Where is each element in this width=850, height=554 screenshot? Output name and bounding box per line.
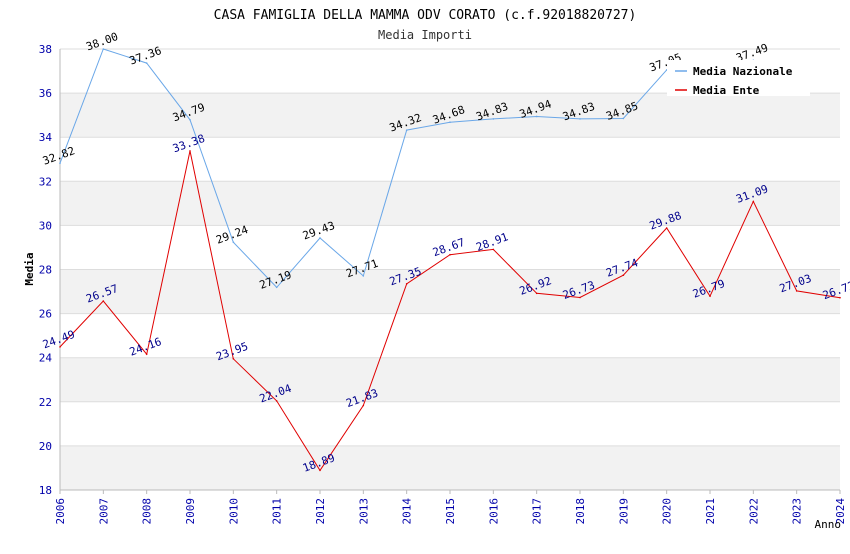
x-tick-label: 2014 [401, 498, 414, 525]
x-tick-label: 2015 [444, 498, 457, 525]
y-tick-label: 18 [39, 484, 52, 497]
data-point [145, 353, 148, 355]
x-tick-label: 2020 [661, 498, 674, 525]
data-point [102, 48, 105, 50]
data-point [579, 296, 581, 299]
plot-band [60, 269, 840, 314]
data-point [319, 237, 321, 239]
data-point [102, 300, 105, 302]
data-label: 38.00 [84, 30, 120, 54]
data-label: 24.49 [41, 328, 77, 352]
data-point [362, 404, 365, 407]
data-label: 28.91 [474, 230, 510, 254]
y-tick-label: 20 [39, 440, 52, 453]
plot-band [60, 445, 840, 490]
x-tick-label: 2013 [357, 498, 370, 525]
chart-subtitle: Media Importi [378, 28, 472, 42]
data-point [362, 275, 365, 277]
data-point [319, 469, 321, 472]
data-point [405, 283, 408, 285]
data-label: 29.24 [214, 223, 250, 247]
plot-band [60, 357, 840, 402]
y-tick-label: 34 [39, 131, 53, 144]
legend-entry: Media Nazionale [693, 65, 793, 78]
plot-band [60, 181, 840, 226]
x-tick-label: 2011 [271, 498, 284, 525]
legend-box [667, 60, 810, 96]
data-point [709, 295, 711, 297]
x-tick-label: 2023 [791, 498, 804, 525]
data-point [492, 248, 495, 251]
data-point [449, 121, 451, 124]
y-tick-label: 36 [39, 87, 52, 100]
data-point [59, 346, 61, 348]
x-tick-label: 2008 [141, 498, 154, 525]
y-tick-label: 30 [39, 219, 52, 232]
x-axis-title: Anno [815, 518, 842, 531]
y-tick-label: 24 [39, 352, 53, 365]
data-point [492, 118, 495, 120]
x-tick-label: 2018 [574, 498, 587, 525]
x-tick-label: 2017 [531, 498, 544, 525]
data-point [535, 292, 538, 295]
x-tick-label: 2022 [747, 498, 760, 525]
y-tick-label: 28 [39, 264, 52, 277]
data-point [622, 117, 625, 120]
x-tick-label: 2024 [834, 498, 847, 525]
data-label: 32.82 [41, 144, 77, 168]
data-point [449, 253, 451, 256]
data-label: 24.16 [128, 335, 164, 359]
x-tick-label: 2010 [227, 498, 240, 525]
data-point [189, 118, 191, 121]
x-tick-label: 2019 [617, 498, 630, 525]
gridlines [60, 48, 840, 491]
y-axis-title: Media [23, 252, 36, 285]
data-point [59, 162, 61, 165]
x-tick-label: 2021 [704, 498, 717, 525]
data-point [622, 274, 625, 277]
data-point [535, 115, 538, 118]
data-point [275, 286, 278, 289]
data-point [795, 290, 798, 292]
y-tick-label: 38 [39, 43, 52, 56]
data-point [665, 227, 668, 229]
data-point [189, 150, 191, 152]
data-point [232, 358, 235, 360]
x-tick-label: 2006 [54, 498, 67, 525]
legend: Media Nazionale Media Ente [667, 60, 810, 97]
data-point [232, 241, 235, 243]
data-point [579, 118, 581, 120]
legend-entry: Media Ente [693, 84, 760, 97]
plot-bands [60, 93, 840, 490]
y-tick-label: 26 [39, 308, 52, 321]
data-label: 37.36 [128, 44, 164, 68]
x-tick-label: 2007 [97, 498, 110, 525]
y-tick-label: 22 [39, 396, 52, 409]
chart-title: CASA FAMIGLIA DELLA MAMMA ODV CORATO (c.… [214, 8, 637, 23]
series-line [60, 49, 753, 287]
data-point [839, 296, 841, 299]
y-tick-label: 32 [39, 175, 52, 188]
data-point [752, 200, 755, 203]
data-point [405, 129, 408, 131]
x-tick-label: 2012 [314, 498, 327, 525]
x-tick-label: 2016 [487, 498, 500, 525]
plot-band [60, 93, 840, 138]
x-tick-label: 2009 [184, 498, 197, 525]
data-point [145, 62, 148, 64]
data-point [275, 400, 278, 402]
